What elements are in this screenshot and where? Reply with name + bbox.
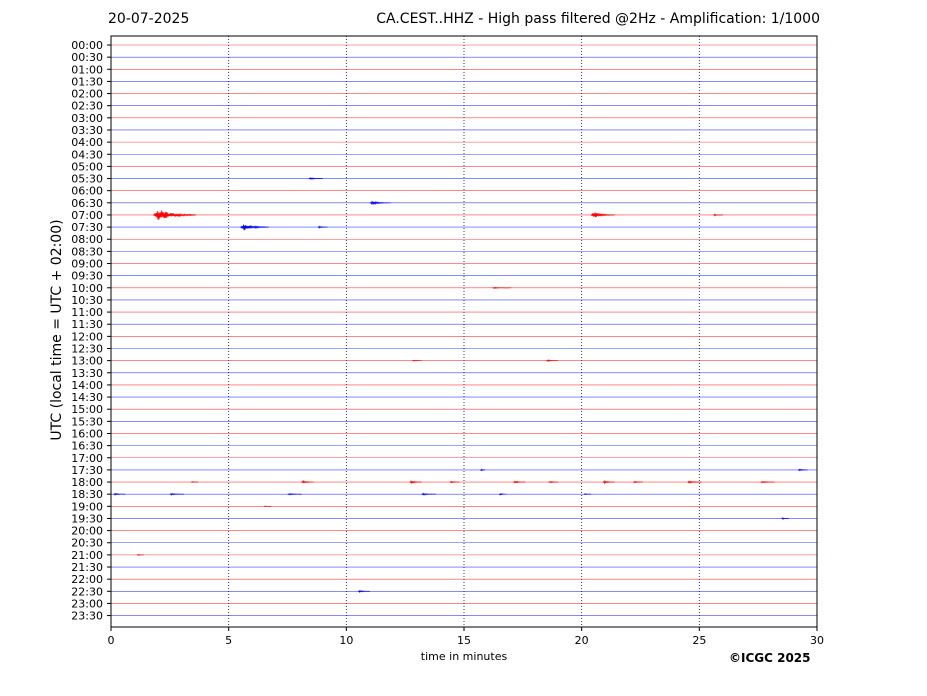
y-tick-label: 14:00 — [71, 379, 103, 392]
copyright-label: ©ICGC 2025 — [729, 651, 811, 665]
seismic-event-trace — [421, 492, 436, 496]
y-tick-label: 02:30 — [71, 100, 103, 113]
seismic-event-trace — [583, 492, 592, 495]
y-tick-label: 07:30 — [71, 221, 103, 234]
x-tick-label: 15 — [457, 634, 471, 647]
y-tick-label: 04:30 — [71, 148, 103, 161]
seismic-event-trace — [781, 516, 789, 520]
y-tick-label: 21:30 — [71, 561, 103, 574]
y-tick-label: 18:30 — [71, 488, 103, 501]
y-tick-label: 03:00 — [71, 112, 103, 125]
y-tick-label: 22:30 — [71, 585, 103, 598]
seismic-event-trace — [449, 480, 460, 484]
y-tick-label: 13:30 — [71, 367, 103, 380]
y-tick-label: 18:00 — [71, 476, 103, 489]
seismic-event-trace — [492, 286, 512, 290]
y-tick-label: 02:00 — [71, 88, 103, 101]
y-tick-label: 20:00 — [71, 525, 103, 538]
seismic-event-trace — [240, 224, 269, 231]
seismic-event-trace — [797, 468, 808, 472]
y-tick-label: 15:00 — [71, 403, 103, 416]
seismic-event-trace — [590, 212, 615, 218]
x-tick-label: 30 — [810, 634, 824, 647]
y-tick-label: 16:00 — [71, 427, 103, 440]
x-tick-label: 20 — [575, 634, 589, 647]
x-tick-label: 10 — [339, 634, 353, 647]
seismic-event-trace — [480, 468, 486, 472]
seismic-event-trace — [546, 359, 559, 362]
seismic-event-trace — [113, 492, 126, 496]
seismic-event-trace — [263, 505, 272, 508]
y-tick-label: 21:00 — [71, 549, 103, 562]
y-tick-label: 10:30 — [71, 294, 103, 307]
y-tick-label: 09:00 — [71, 258, 103, 271]
seismic-event-trace — [136, 554, 144, 556]
y-tick-label: 20:30 — [71, 537, 103, 550]
y-tick-label: 11:00 — [71, 306, 103, 319]
y-tick-label: 22:00 — [71, 573, 103, 586]
y-tick-label: 09:30 — [71, 270, 103, 283]
y-tick-label: 06:30 — [71, 197, 103, 210]
seismic-event-trace — [301, 479, 314, 484]
y-tick-label: 17:30 — [71, 464, 103, 477]
seismic-event-trace — [409, 480, 422, 485]
seismic-event-trace — [499, 492, 507, 496]
seismic-event-trace — [357, 589, 370, 594]
y-tick-label: 12:00 — [71, 330, 103, 343]
y-tick-label: 17:00 — [71, 452, 103, 465]
seismic-event-trace — [287, 493, 302, 496]
date-label: 20-07-2025 — [108, 11, 190, 27]
y-tick-label: 00:30 — [71, 51, 103, 64]
seismic-event-trace — [687, 480, 702, 485]
y-tick-label: 08:00 — [71, 233, 103, 246]
seismic-event-trace — [548, 481, 559, 484]
plot-frame — [110, 35, 818, 628]
y-tick-label: 06:00 — [71, 185, 103, 198]
x-tick-label: 5 — [225, 634, 232, 647]
seismic-event-trace — [713, 213, 723, 217]
y-tick-label: 05:30 — [71, 173, 103, 186]
y-tick-label: 07:00 — [71, 209, 103, 222]
y-tick-label: 16:30 — [71, 440, 103, 453]
y-tick-label: 00:00 — [71, 39, 103, 52]
y-tick-label: 23:00 — [71, 597, 103, 610]
y-tick-label: 14:30 — [71, 391, 103, 404]
chart-title: CA.CEST..HHZ - High pass filtered @2Hz -… — [376, 11, 820, 27]
seismic-event-trace — [169, 492, 184, 496]
y-tick-label: 01:30 — [71, 75, 103, 88]
seismic-event-trace — [308, 176, 323, 180]
y-tick-label: 19:30 — [71, 512, 103, 525]
y-tick-label: 08:30 — [71, 245, 103, 258]
y-tick-label: 12:30 — [71, 343, 103, 356]
y-tick-label: 13:00 — [71, 355, 103, 368]
seismic-event-trace — [633, 480, 643, 484]
seismic-event-trace — [760, 480, 775, 484]
seismic-event-trace — [602, 479, 615, 485]
seismic-event-trace — [153, 210, 196, 220]
y-tick-label: 03:30 — [71, 124, 103, 137]
y-tick-label: 10:00 — [71, 282, 103, 295]
y-tick-label: 15:30 — [71, 415, 103, 428]
seismic-event-trace — [190, 481, 199, 483]
seismic-event-trace — [317, 225, 328, 229]
seismic-event-trace — [369, 200, 392, 206]
seismic-event-trace — [513, 480, 526, 484]
x-axis-label: time in minutes — [420, 650, 508, 663]
y-tick-label: 05:00 — [71, 160, 103, 173]
x-tick-label: 0 — [108, 634, 115, 647]
y-tick-label: 04:00 — [71, 136, 103, 149]
seismic-event-trace — [412, 359, 422, 362]
y-tick-label: 23:30 — [71, 610, 103, 623]
y-tick-label: 01:00 — [71, 63, 103, 76]
y-tick-label: 19:00 — [71, 500, 103, 513]
y-tick-label: 11:30 — [71, 318, 103, 331]
x-tick-label: 25 — [692, 634, 706, 647]
